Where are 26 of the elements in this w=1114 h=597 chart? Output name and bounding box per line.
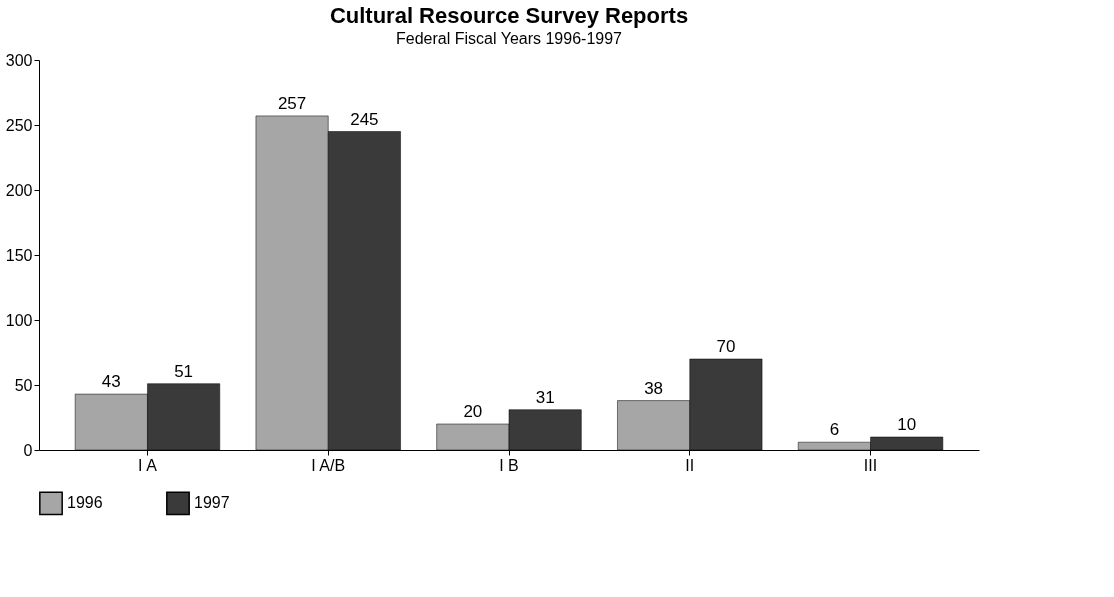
data-label: 257 — [277, 93, 307, 113]
data-label: 70 — [716, 337, 736, 356]
chart-title: Cultural Resource Survey Reports — [329, 3, 689, 28]
y-tick-label: 300 — [5, 51, 33, 69]
y-tick-label: 150 — [5, 246, 33, 264]
chart-subtitle: Federal Fiscal Years 1996-1997 — [396, 30, 623, 47]
data-label: 51 — [174, 361, 194, 381]
y-tick-label: 0 — [23, 441, 33, 459]
y-tick-label: 200 — [5, 181, 33, 199]
y-tick-label: 100 — [5, 311, 33, 329]
data-label: 20 — [463, 402, 483, 421]
data-label: 38 — [644, 378, 664, 398]
data-label: 245 — [350, 109, 379, 129]
data-label: 6 — [829, 420, 840, 440]
x-tick-label: II — [685, 456, 695, 474]
x-tick-label: III — [863, 456, 878, 474]
y-tick-label: 250 — [5, 116, 33, 134]
y-tick-label: 50 — [14, 376, 33, 394]
legend-label: 1996 — [67, 494, 103, 512]
x-tick-label: I B — [499, 456, 519, 474]
x-tick-label: I A/B — [311, 456, 346, 474]
data-label: 43 — [101, 372, 121, 392]
data-label: 10 — [897, 415, 917, 434]
x-tick-label: I A — [138, 456, 158, 474]
data-label: 31 — [535, 387, 555, 407]
legend-label: 1997 — [194, 494, 230, 512]
